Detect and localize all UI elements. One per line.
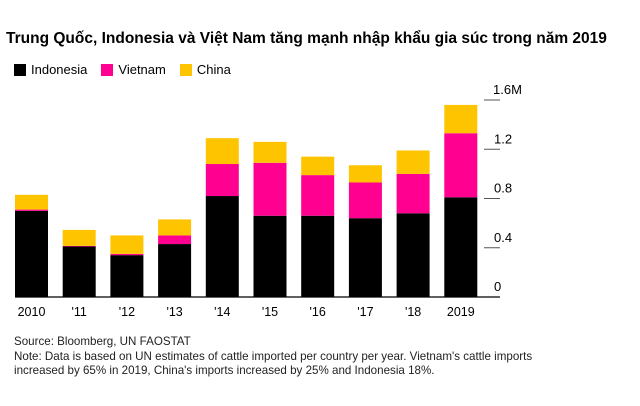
bar-indonesia [348,218,382,297]
x-tick-label: '11 [72,305,87,319]
legend-swatch [101,63,114,76]
bar-china [15,194,48,210]
legend-label: Vietnam [118,62,166,77]
note-text-1: Note: Data is based on UN estimates of c… [14,349,533,363]
legend-item-vietnam: Vietnam [101,62,166,77]
x-tick-label: '16 [310,305,326,319]
x-tick-label: '15 [262,305,278,319]
bar-vietnam [253,162,287,216]
legend-item-china: China [179,62,231,77]
x-tick-label: '13 [166,305,182,319]
bar-china [348,165,382,183]
bar-vietnam [110,253,144,256]
bar-china [444,104,478,134]
bar-indonesia [158,244,192,297]
bar-indonesia [62,246,96,297]
bar-indonesia [15,210,48,297]
bar-china [205,138,239,165]
chart-notes: Source: Bloomberg, UN FAOSTAT Note: Data… [14,335,532,379]
x-tick-label: '14 [214,305,230,319]
x-tick-label: 2019 [447,305,475,319]
y-tick-label: 1.6M [493,82,522,97]
bar-indonesia [301,215,335,297]
note-text-2: increased by 65% in 2019, China's import… [14,364,435,377]
bar-indonesia [253,215,287,297]
legend-label: China [196,62,231,77]
bar-indonesia [205,196,239,297]
legend-swatch [179,63,192,76]
bar-china [62,229,96,246]
bar-indonesia [444,197,478,297]
x-tick-label: '17 [357,305,373,319]
bar-vietnam [396,173,430,214]
bar-vietnam [158,235,192,245]
bar-indonesia [110,255,144,297]
x-tick-label: 2010 [18,305,46,319]
y-tick-label: 0.8 [494,181,512,196]
legend-swatch [14,63,26,76]
x-tick-label: '18 [405,305,421,319]
y-tick-label: 0.4 [494,230,512,245]
bar-china [158,219,192,236]
bar-china [253,141,287,163]
bar-china [301,156,335,176]
bar-vietnam [444,133,478,198]
legend-label: Indonesia [31,62,88,77]
bar-china [110,235,144,254]
y-tick-label: 0 [494,279,501,294]
source-text: Source: Bloomberg, UN FAOSTAT [14,335,191,348]
bar-vietnam [348,182,382,219]
bar-indonesia [396,213,430,297]
legend-item-indonesia: Indonesia [14,62,87,77]
bar-vietnam [62,245,96,247]
y-tick-label: 1.2 [494,131,512,146]
bar-vietnam [15,209,48,211]
x-tick-label: '12 [119,305,135,319]
chart-title: Trung Quốc, Indonesia và Việt Nam tăng m… [6,30,607,47]
legend: Indonesia Vietnam China [14,62,231,77]
bar-china [396,150,430,174]
bar-vietnam [301,175,335,216]
bar-vietnam [205,164,239,197]
